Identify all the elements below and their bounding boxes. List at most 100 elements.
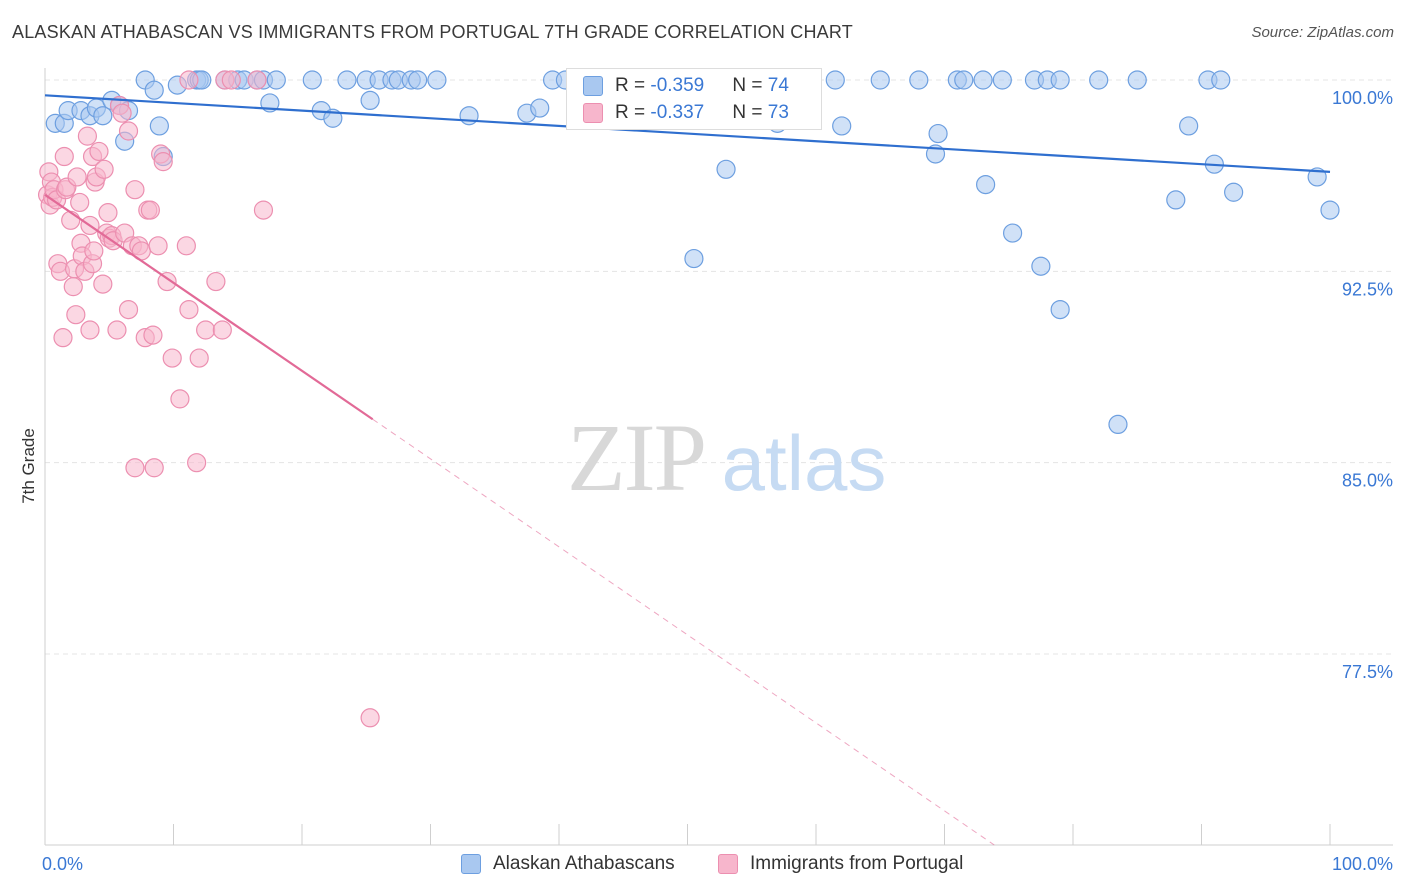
point-portugal [179,300,199,320]
point-athabascans [973,70,993,90]
y-axis-title: 7th Grade [19,428,38,504]
chart-title: ALASKAN ATHABASCAN VS IMMIGRANTS FROM PO… [12,22,853,42]
point-portugal [140,200,160,220]
point-portugal [125,458,145,478]
points-layer [37,70,1340,728]
point-portugal [93,274,113,294]
point-athabascans [1031,256,1051,276]
point-portugal [89,141,109,162]
point-portugal [67,167,87,187]
point-portugal [144,458,164,478]
point-athabascans [909,70,929,90]
point-athabascans [928,123,948,144]
point-portugal [118,121,139,141]
point-portugal [179,70,199,90]
point-athabascans [976,174,996,195]
point-portugal [98,203,118,223]
point-athabascans [427,70,447,90]
point-portugal [206,271,226,292]
stats-legend: R = -0.359 N = 74 R = -0.337 N = 73 [566,68,822,130]
trend-line-portugal [44,193,374,421]
n-value-portugal: 73 [767,102,789,123]
point-portugal [84,241,104,261]
point-portugal [148,236,168,256]
point-athabascans [93,106,113,126]
legend-swatch-portugal [718,854,738,874]
legend-label-portugal: Immigrants from Portugal [750,853,964,874]
stats-row-portugal: R = -0.337 N = 73 [583,101,789,125]
point-portugal [212,320,232,340]
point-portugal [143,325,163,345]
n-label: N = [732,75,768,96]
point-athabascans [530,98,550,118]
r-label: R = [615,75,651,96]
r-value-portugal: -0.337 [650,102,705,123]
trend-layer [44,94,1331,846]
point-athabascans [1050,300,1070,320]
point-athabascans [825,70,845,90]
r-value-athabascans: -0.359 [650,75,705,96]
legend-label-athabascans: Alaskan Athabascans [493,853,675,874]
point-athabascans [954,70,974,90]
swatch-athabascans [583,76,603,96]
watermark-atlas: atlas [722,419,887,507]
point-portugal [187,453,207,473]
point-athabascans [1179,116,1199,136]
source-label: Source: ZipAtlas.com [1251,24,1394,41]
point-portugal [63,277,83,297]
point-athabascans [1003,223,1023,243]
trend-line-athabascans [44,94,1331,173]
x-tick-label-max: 100.0% [1332,854,1393,874]
watermark-zip: ZIP [567,404,705,511]
point-athabascans [832,116,852,136]
point-athabascans [1089,70,1109,90]
point-portugal [189,348,209,368]
r-label: R = [615,102,651,123]
point-portugal [53,328,73,348]
point-athabascans [684,248,704,269]
y-tick-label: 92.5% [1342,279,1393,299]
point-athabascans [360,90,380,111]
point-athabascans [1320,200,1340,220]
point-portugal [153,152,173,172]
point-portugal [253,200,274,220]
point-portugal [80,320,100,340]
point-portugal [54,146,74,167]
point-athabascans [1166,190,1186,210]
point-portugal [107,320,127,340]
point-athabascans [870,70,890,90]
point-athabascans [144,80,164,100]
point-athabascans [266,70,286,90]
point-portugal [196,320,216,340]
point-athabascans [408,70,428,90]
point-portugal [360,708,380,728]
point-portugal [77,126,98,146]
point-portugal [112,103,132,123]
point-portugal [170,389,190,409]
watermark: ZIP atlas [567,404,886,511]
y-tick-label: 100.0% [1332,88,1393,108]
point-athabascans [302,70,322,90]
point-portugal [162,348,182,368]
point-portugal [125,180,145,200]
point-athabascans [716,159,736,179]
point-portugal [157,271,177,292]
point-athabascans [992,70,1012,90]
tick-label-layer: 100.0% 92.5% 85.0% 77.5% 0.0% 100.0% [42,88,1393,874]
point-portugal [221,70,241,90]
stats-row-athabascans: R = -0.359 N = 74 [583,74,789,98]
y-tick-label: 77.5% [1342,662,1393,682]
legend-swatch-athabascans [461,854,481,874]
point-portugal [247,70,267,90]
legend-item-portugal: Immigrants from Portugal [718,850,963,878]
n-label: N = [732,102,768,123]
point-athabascans [1127,70,1147,90]
point-portugal [61,210,81,230]
point-portugal [70,192,90,213]
point-portugal [176,236,196,256]
y-tick-label: 85.0% [1342,471,1393,491]
x-tick-label-min: 0.0% [42,854,83,874]
point-portugal [118,300,139,320]
point-athabascans [1050,70,1070,90]
